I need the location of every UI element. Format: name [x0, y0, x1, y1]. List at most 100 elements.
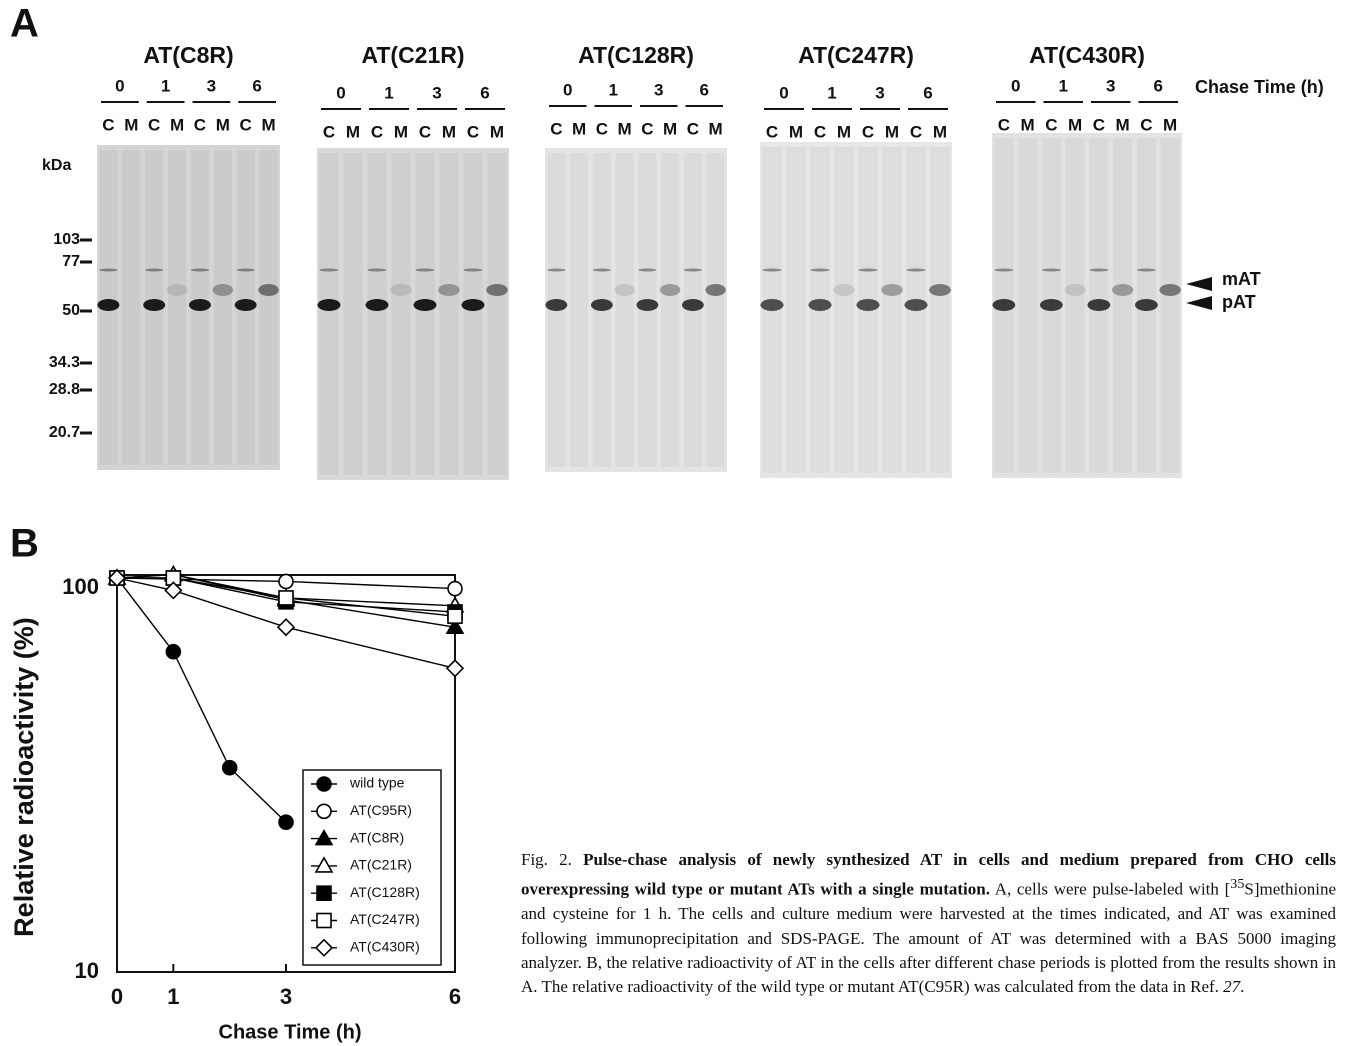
band — [808, 299, 831, 311]
lane-smear — [415, 153, 434, 475]
lane-smear — [1018, 138, 1037, 473]
band — [1064, 284, 1085, 296]
legend-label: AT(C95R) — [350, 802, 412, 818]
lane-label: C — [1093, 115, 1105, 134]
point — [223, 761, 237, 775]
band — [1137, 269, 1156, 272]
legend-marker — [317, 914, 331, 928]
time-label: 0 — [336, 83, 345, 102]
caption-text: . — [1240, 977, 1244, 996]
x-tick-label: 1 — [167, 984, 179, 1009]
band — [438, 284, 460, 296]
x-tick-label: 6 — [449, 984, 461, 1009]
time-label: 6 — [923, 83, 932, 102]
band — [684, 269, 702, 272]
marker-label: 34.3 — [49, 354, 80, 371]
band — [881, 284, 903, 296]
lane-smear — [882, 147, 901, 473]
band — [833, 284, 855, 296]
band — [810, 269, 829, 272]
lane-smear — [122, 150, 140, 465]
band — [856, 299, 879, 311]
lane-smear — [616, 153, 634, 467]
y-tick-label: 100 — [62, 574, 99, 599]
lane-label: M — [572, 119, 586, 138]
gel-title: AT(C430R) — [1029, 42, 1145, 68]
arrow — [1186, 277, 1212, 291]
legend-label: AT(C8R) — [350, 829, 404, 845]
band — [638, 269, 656, 272]
lane-label: C — [419, 122, 431, 141]
x-tick-label: 0 — [111, 984, 123, 1009]
band — [591, 299, 613, 311]
lane-label: M — [442, 122, 456, 141]
point — [279, 574, 293, 588]
band — [317, 299, 340, 311]
band — [1087, 299, 1110, 311]
legend-label: wild type — [349, 775, 405, 791]
band — [415, 269, 434, 272]
band — [235, 299, 257, 311]
point — [166, 645, 180, 659]
band — [486, 284, 508, 296]
lane-smear — [214, 150, 232, 465]
lane-label: M — [490, 122, 504, 141]
lane-smear — [439, 153, 458, 475]
lane-label: M — [789, 122, 803, 141]
lane-smear — [343, 153, 362, 475]
lane-label: M — [1163, 115, 1177, 134]
chart: 013610100Chase Time (h)Relative radioact… — [9, 567, 463, 1044]
marker-label: 77 — [62, 253, 80, 270]
band — [1159, 284, 1180, 296]
marker-label: 20.7 — [49, 424, 80, 441]
point — [279, 591, 293, 605]
band — [191, 269, 209, 272]
band — [365, 299, 388, 311]
x-tick-label: 3 — [280, 984, 292, 1009]
marker-label: 50 — [62, 302, 80, 319]
lane-label: C — [240, 115, 252, 134]
time-label: 0 — [563, 80, 572, 99]
band — [99, 269, 117, 272]
panel-label: A — [10, 2, 39, 46]
point — [278, 619, 294, 635]
lane-label: M — [885, 122, 899, 141]
x-axis-label: Chase Time (h) — [219, 1021, 362, 1043]
lane-label: M — [346, 122, 360, 141]
lane-label: C — [148, 115, 160, 134]
legend-label: AT(C247R) — [350, 911, 420, 927]
point — [447, 660, 463, 676]
lane-label: C — [596, 119, 608, 138]
lane-smear — [391, 153, 410, 475]
time-label: 3 — [654, 80, 663, 99]
band — [992, 299, 1015, 311]
y-axis-label: Relative radioactivity (%) — [9, 617, 39, 937]
lane-label: M — [837, 122, 851, 141]
band — [904, 299, 927, 311]
band — [461, 299, 484, 311]
lane-label: C — [862, 122, 874, 141]
band — [547, 269, 565, 272]
band — [213, 284, 234, 296]
lane-smear — [463, 153, 482, 475]
lane-label: M — [394, 122, 408, 141]
lane-smear — [168, 150, 186, 465]
gel-title: AT(C247R) — [798, 42, 914, 68]
lane-smear — [1161, 138, 1180, 473]
lane-label: M — [933, 122, 947, 141]
lane-label: C — [323, 122, 335, 141]
band — [929, 284, 951, 296]
lane-smear — [570, 153, 588, 467]
band — [614, 284, 634, 296]
lane-label: C — [641, 119, 653, 138]
series-line — [117, 578, 286, 822]
lane-label: C — [687, 119, 699, 138]
lane-label: C — [998, 115, 1010, 134]
band — [760, 299, 783, 311]
gels: AT(C8R)0136CMCMCMCMAT(C21R)0136CMCMCMCMA… — [49, 42, 1182, 480]
time-label: 0 — [779, 83, 788, 102]
time-label: 1 — [384, 83, 393, 102]
lane-label: M — [261, 115, 275, 134]
band — [762, 269, 781, 272]
band — [994, 269, 1013, 272]
